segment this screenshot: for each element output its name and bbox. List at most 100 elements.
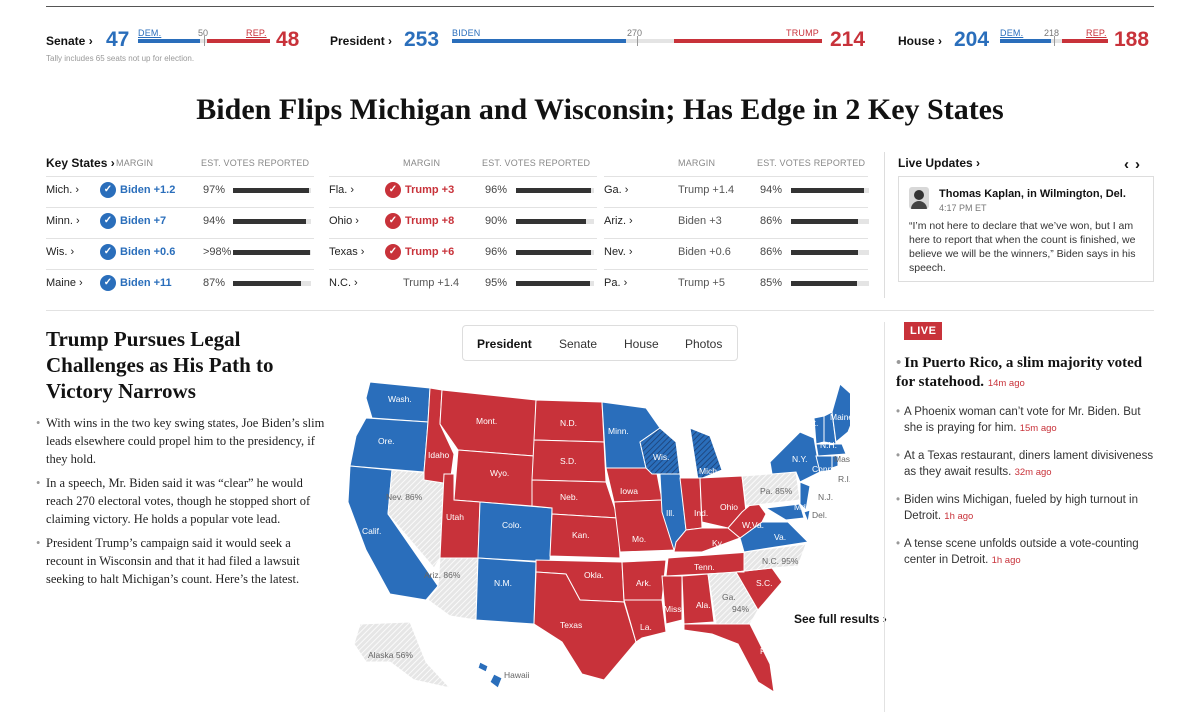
key-state-link[interactable]: Maine ›: [46, 277, 83, 289]
electoral-map[interactable]: Wash. Ore. Calif. Nev. 86% Idaho Mont. Wyo. Uta…: [330, 362, 850, 708]
votes-reported-pct: 90%: [485, 215, 508, 227]
state-ore: [349, 417, 429, 473]
map-label-wva: W.Va.: [742, 520, 764, 530]
votes-reported-bar: [516, 188, 594, 193]
votes-header: EST. VOTES REPORTED: [201, 158, 310, 168]
key-state-link[interactable]: Fla. ›: [329, 184, 355, 196]
state-conn: [815, 455, 833, 473]
live-item[interactable]: At a Texas restaurant, diners lament div…: [896, 448, 1158, 481]
votes-header: EST. VOTES REPORTED: [482, 158, 591, 168]
map-label-del: Del.: [812, 510, 827, 520]
live-updates-nav: ‹›: [1124, 156, 1146, 173]
live-item[interactable]: A Phoenix woman can’t vote for Mr. Biden…: [896, 404, 1158, 437]
live-item[interactable]: A tense scene unfolds outside a vote-cou…: [896, 536, 1158, 569]
key-state-link[interactable]: N.C. ›: [329, 277, 358, 289]
live-update-time: 4:17 PM ET: [939, 203, 987, 213]
votes-reported-bar: [791, 281, 869, 286]
tally-house[interactable]: House › 204 DEM. 218 REP. 188: [898, 26, 1154, 66]
map-label-ga-pct: 94%: [732, 604, 749, 614]
map-label-ore: Ore.: [378, 436, 395, 446]
key-state-link[interactable]: Nev. ›: [604, 246, 633, 258]
state-ga: [707, 571, 759, 625]
prev-arrow-icon[interactable]: ‹: [1124, 156, 1135, 173]
live-update-card[interactable]: Thomas Kaplan, in Wilmington, Del. 4:17 …: [898, 176, 1154, 282]
votes-reported-bar: [516, 281, 594, 286]
winner-check-icon: ✓: [385, 182, 401, 198]
votes-reported-bar: [233, 250, 311, 255]
votes-reported-bar: [516, 219, 594, 224]
see-full-results-link[interactable]: See full results ›: [794, 612, 887, 626]
row-divider: [329, 238, 597, 239]
key-state-link[interactable]: Ariz. ›: [604, 215, 633, 227]
map-label-iowa: Iowa: [620, 486, 638, 496]
live-updates-title[interactable]: Live Updates ›: [898, 156, 981, 170]
senate-dem-tag: DEM.: [138, 28, 162, 38]
map-label-kan: Kan.: [572, 530, 590, 540]
live-item[interactable]: Biden wins Michigan, fueled by high turn…: [896, 492, 1158, 525]
map-label-nj: N.J.: [818, 492, 833, 502]
main-headline[interactable]: Biden Flips Michigan and Wisconsin; Has …: [196, 93, 1004, 126]
tally-president-label: President ›: [330, 34, 393, 48]
live-headline[interactable]: • In Puerto Rico, a slim majority voted f…: [896, 355, 1143, 390]
map-label-ga: Ga.: [722, 592, 736, 602]
tab-house[interactable]: House: [624, 337, 659, 351]
map-label-va: Va.: [774, 532, 786, 542]
key-state-link[interactable]: Ohio ›: [329, 215, 359, 227]
map-label-nc: N.C. 95%: [762, 556, 799, 566]
president-rep-count: 214: [830, 28, 866, 51]
votes-reported-pct: 96%: [485, 184, 508, 196]
tab-photos[interactable]: Photos: [685, 337, 723, 351]
map-label-wyo: Wyo.: [490, 468, 509, 478]
row-divider: [46, 269, 314, 270]
senate-rep-count: 48: [276, 28, 300, 51]
house-dem-tag: DEM.: [1000, 28, 1024, 38]
map-label-nd: N.D.: [560, 418, 577, 428]
tab-president[interactable]: President: [477, 337, 532, 351]
senate-bar-dem: [138, 39, 200, 43]
house-majority-tick: [1054, 36, 1055, 46]
map-label-ri: R.I.: [838, 474, 850, 484]
winner-check-icon: ✓: [100, 182, 116, 198]
row-divider: [329, 176, 597, 177]
map-label-neb: Neb.: [560, 492, 578, 502]
votes-reported-pct: 94%: [760, 184, 783, 196]
map-label-texas: Texas: [560, 620, 582, 630]
key-state-link[interactable]: Texas ›: [329, 246, 365, 258]
row-divider: [329, 269, 597, 270]
row-divider: [46, 238, 314, 239]
tally-president[interactable]: President › 253 BIDEN 270 TRUMP 214: [330, 26, 874, 66]
map-label-utah: Utah: [446, 512, 464, 522]
state-ri: [831, 455, 839, 469]
senate-rep-tag: REP.: [246, 28, 267, 38]
votes-reported-pct: 86%: [760, 246, 783, 258]
margin-header: MARGIN: [403, 158, 441, 168]
map-label-mo: Mo.: [632, 534, 646, 544]
house-dem-count: 204: [954, 28, 990, 51]
senate-majority-tick: [204, 36, 205, 46]
winner-check-icon: ✓: [385, 213, 401, 229]
state-mich: [689, 427, 723, 481]
section-divider: [46, 310, 1154, 311]
tab-senate[interactable]: Senate: [559, 337, 598, 351]
senate-mid: 50: [198, 28, 209, 38]
votes-reported-pct: 86%: [760, 215, 783, 227]
key-state-link[interactable]: Pa. ›: [604, 277, 628, 289]
key-states-title[interactable]: Key States ›: [46, 156, 115, 170]
key-state-link[interactable]: Ga. ›: [604, 184, 629, 196]
story-headline[interactable]: Trump Pursues Legal Challenges as His Pa…: [46, 327, 274, 403]
tally-senate[interactable]: Senate › 47 DEM. 50 REP. 48: [46, 26, 302, 66]
president-dem-tag: BIDEN: [452, 28, 481, 38]
house-mid: 218: [1044, 28, 1060, 38]
key-state-link[interactable]: Wis. ›: [46, 246, 75, 258]
map-label-ind: Ind.: [694, 508, 708, 518]
key-state-link[interactable]: Minn. ›: [46, 215, 80, 227]
map-label-sd: S.D.: [560, 456, 577, 466]
next-arrow-icon[interactable]: ›: [1135, 156, 1146, 173]
key-state-link[interactable]: Mich. ›: [46, 184, 79, 196]
map-label-nm: N.M.: [494, 578, 512, 588]
votes-reported-pct: 94%: [203, 215, 226, 227]
president-majority-tick: [637, 36, 638, 46]
state-margin: Trump +8: [405, 215, 455, 227]
state-margin: Biden +7: [120, 215, 167, 227]
map-label-nev: Nev. 86%: [386, 492, 423, 502]
